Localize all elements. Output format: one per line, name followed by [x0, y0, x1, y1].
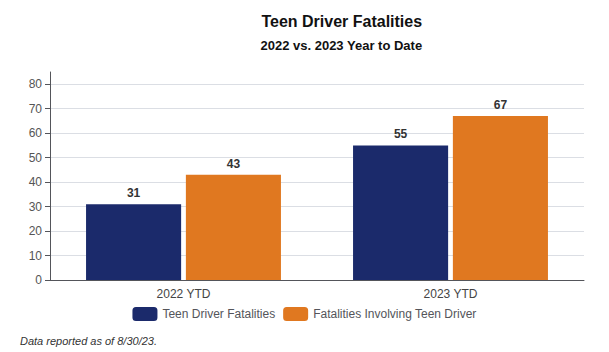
svg-text:2023 YTD: 2023 YTD	[424, 287, 478, 301]
svg-text:20: 20	[29, 224, 43, 238]
svg-text:43: 43	[227, 157, 241, 171]
svg-text:31: 31	[127, 186, 141, 200]
svg-text:60: 60	[29, 126, 43, 140]
svg-text:80: 80	[29, 77, 43, 91]
svg-text:67: 67	[494, 98, 508, 112]
svg-text:Fatalities Involving Teen Driv: Fatalities Involving Teen Driver	[313, 307, 476, 321]
svg-text:70: 70	[29, 102, 43, 116]
svg-text:50: 50	[29, 151, 43, 165]
svg-text:Data reported as of 8/30/23.: Data reported as of 8/30/23.	[20, 335, 157, 347]
svg-text:2022 YTD: 2022 YTD	[157, 287, 211, 301]
svg-text:40: 40	[29, 175, 43, 189]
svg-text:0: 0	[35, 273, 42, 287]
svg-text:Teen Driver Fatalities: Teen Driver Fatalities	[261, 13, 422, 30]
svg-text:2022 vs. 2023 Year to Date: 2022 vs. 2023 Year to Date	[260, 38, 422, 53]
svg-text:Teen Driver Fatalities: Teen Driver Fatalities	[162, 307, 275, 321]
svg-text:10: 10	[29, 249, 43, 263]
svg-text:55: 55	[394, 127, 408, 141]
svg-text:30: 30	[29, 200, 43, 214]
